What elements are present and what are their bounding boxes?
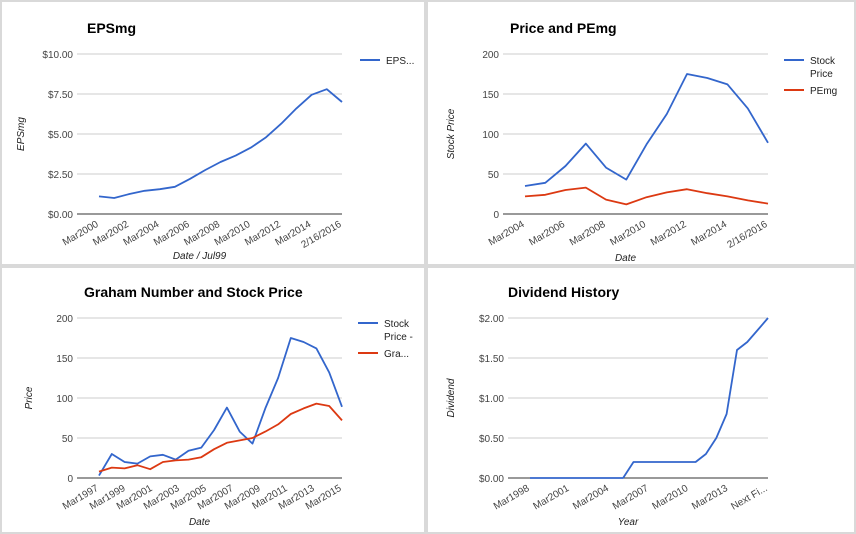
y-tick-label: $1.50	[479, 354, 504, 365]
x-tick-label: 2/16/2016	[725, 219, 769, 251]
x-tick-label: Mar2014	[689, 219, 729, 248]
x-axis-title: Date / Jul99	[173, 251, 227, 262]
y-tick-label: $2.00	[479, 314, 504, 325]
y-tick-label: $5.00	[48, 130, 73, 141]
chart-title: Dividend History	[508, 284, 619, 300]
eps-chart: EPSmg$0.00$2.50$5.00$7.50$10.00Mar2000Ma…	[16, 20, 414, 262]
price-pe-chart-panel: Price and PEmg 0 50 100 150 200 Mar2004 Mar2006…	[428, 2, 854, 264]
y-tick-label: 200	[482, 50, 499, 61]
graham-chart-panel: Graham Number and Stock Price 0 50 100 150 20…	[2, 268, 424, 532]
y-tick-label: 0	[493, 210, 499, 221]
y-tick-label: 100	[56, 394, 73, 405]
x-axis-title: Year	[618, 517, 639, 528]
series-line-2	[524, 186, 769, 206]
y-axis-title: Dividend	[446, 378, 457, 417]
y-tick-label: 200	[56, 314, 73, 325]
x-tick-label: Mar2008	[568, 219, 608, 248]
y-tick-label: 100	[482, 130, 499, 141]
y-tick-label: $0.00	[479, 474, 504, 485]
y-axis-title: EPSmg	[16, 117, 27, 151]
y-tick-label: $0.00	[48, 210, 73, 221]
legend-label: PEmg	[810, 86, 837, 97]
legend-label: Gra...	[384, 349, 409, 360]
series-line-1	[530, 317, 769, 479]
dividend-chart-panel: Dividend History $0.00 $0.50 $1.00 $1.50 $2.0…	[428, 268, 854, 532]
y-tick-label: 50	[488, 170, 500, 181]
x-tick-label: Mar2001	[531, 483, 571, 512]
dividend-chart: Dividend History $0.00 $0.50 $1.00 $1.50 $2.0…	[446, 284, 770, 528]
y-tick-label: $1.00	[479, 394, 504, 405]
y-tick-label: $2.50	[48, 170, 73, 181]
series-line-1	[98, 88, 343, 199]
y-tick-label: $10.00	[42, 50, 73, 61]
legend-label: Stock Price	[810, 56, 836, 80]
x-tick-label: Mar1998	[492, 483, 532, 512]
x-tick-label: Mar2010	[608, 219, 648, 248]
y-tick-label: 50	[62, 434, 74, 445]
x-tick-label: Mar2006	[527, 219, 567, 248]
chart-title: EPSmg	[87, 20, 136, 36]
price-pe-chart: Price and PEmg 0 50 100 150 200 Mar2004 Mar2006…	[446, 20, 837, 264]
legend-label: EPS...	[386, 56, 414, 67]
y-tick-label: 150	[482, 90, 499, 101]
x-tick-label: Mar2007	[611, 483, 651, 512]
graham-chart: Graham Number and Stock Price 0 50 100 150 20…	[24, 284, 413, 528]
y-axis-title: Stock Price	[446, 108, 457, 159]
x-tick-label: Mar2010	[650, 483, 690, 512]
x-tick-label: Next Fi...	[729, 483, 769, 513]
y-tick-label: 0	[67, 474, 73, 485]
series-line-2	[98, 402, 343, 473]
series-line-1	[98, 337, 343, 477]
y-tick-label: $0.50	[479, 434, 504, 445]
series-line-1	[524, 73, 769, 187]
x-tick-label: Mar2004	[571, 483, 611, 512]
x-axis-title: Date	[615, 253, 637, 264]
x-axis-title: Date	[189, 517, 211, 528]
y-tick-label: $7.50	[48, 90, 73, 101]
eps-chart-panel: EPSmg $0.00 $2.50 $5.00 $7.50 $10.00 Mar2000 Ma…	[2, 2, 424, 264]
y-tick-label: 150	[56, 354, 73, 365]
y-axis-title: Price	[24, 386, 35, 409]
legend-label: Stock Price -	[384, 319, 413, 343]
x-tick-label: Mar2004	[487, 219, 527, 248]
x-tick-label: Mar2012	[649, 219, 689, 248]
chart-title: Price and PEmg	[510, 20, 617, 36]
chart-title: Graham Number and Stock Price	[84, 284, 303, 300]
x-tick-label: Mar2013	[690, 483, 730, 512]
